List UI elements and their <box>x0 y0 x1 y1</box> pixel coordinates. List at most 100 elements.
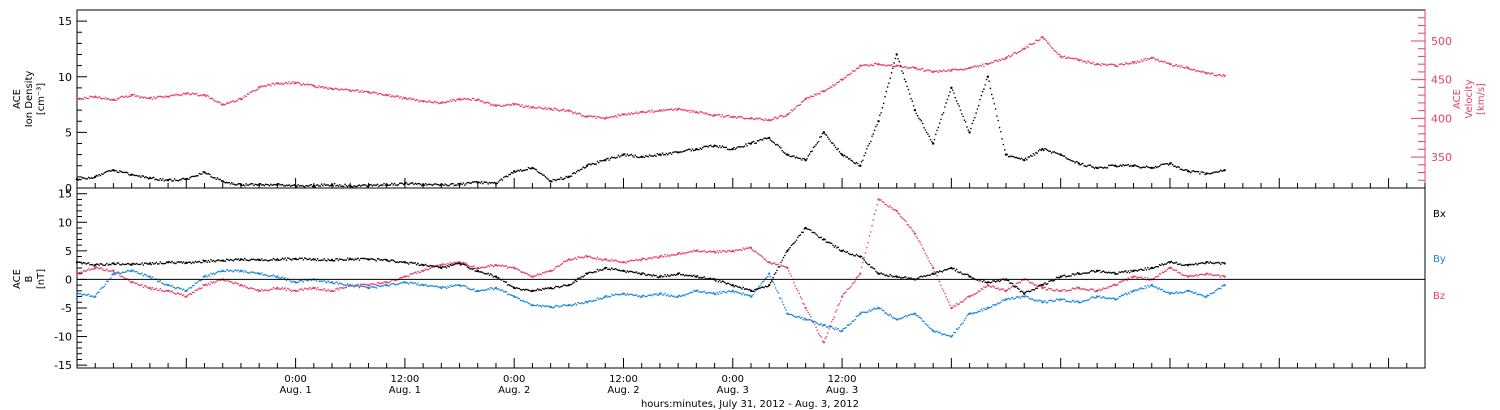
ion-density-point <box>595 163 597 165</box>
bx-point <box>1214 261 1217 264</box>
ion-density-point <box>312 184 316 187</box>
bx-point <box>1210 262 1213 264</box>
bx-point <box>678 272 681 274</box>
bx-point <box>456 262 458 265</box>
ion-density-point <box>527 166 530 169</box>
velocity-point <box>1080 59 1083 61</box>
bx-point <box>303 257 306 259</box>
by-point <box>354 285 357 287</box>
bx-point <box>368 258 371 261</box>
bz-point <box>197 288 199 291</box>
by-point <box>1101 296 1104 299</box>
by-point <box>1127 291 1130 294</box>
by-point <box>255 272 258 275</box>
ion-density-point <box>782 151 785 153</box>
by-point <box>567 303 571 307</box>
velocity-point <box>782 116 785 118</box>
ion-density-point <box>908 93 911 95</box>
ion-density-point <box>374 184 376 186</box>
bz-point <box>946 298 949 301</box>
x-tick-date: Aug. 3 <box>717 385 749 396</box>
ion-density-point <box>1106 166 1109 169</box>
ion-density-point <box>417 182 419 185</box>
ion-density-point <box>192 175 194 178</box>
bz-point <box>931 264 933 267</box>
bx-point <box>115 263 117 265</box>
bz-point <box>655 255 657 258</box>
ion-density-point <box>769 139 772 141</box>
by-point <box>517 297 519 299</box>
ion-density-point <box>834 146 837 149</box>
ion-density-point <box>431 184 434 187</box>
velocity-point <box>962 68 964 71</box>
velocity-point <box>575 113 578 115</box>
ion-density-point <box>1153 167 1156 169</box>
by-point <box>616 293 618 296</box>
ion-density-point <box>432 183 435 186</box>
ion-density-point <box>1014 156 1016 159</box>
bz-point <box>186 294 189 297</box>
ion-density-point <box>618 156 621 158</box>
bz-point <box>560 263 562 266</box>
bz-point <box>379 282 381 285</box>
ion-density-point <box>1052 151 1054 153</box>
ion-density-point <box>1087 164 1089 167</box>
bz-point <box>378 281 380 284</box>
velocity-point <box>901 66 903 68</box>
ion-density-point <box>876 123 879 126</box>
bx-point <box>1092 269 1095 272</box>
bz-point <box>430 266 432 269</box>
bz-point <box>231 281 233 284</box>
by-point <box>285 279 288 282</box>
by-point <box>940 332 942 335</box>
bx-point <box>635 271 638 273</box>
ion-density-point <box>895 53 898 56</box>
bx-point <box>1014 286 1016 288</box>
bx-point <box>1036 287 1039 290</box>
ion-density-point <box>1128 165 1131 168</box>
velocity-point <box>583 115 586 118</box>
ion-density-point <box>741 145 743 148</box>
bz-point <box>561 262 564 265</box>
ion-density-point <box>518 170 521 172</box>
bz-point <box>162 290 164 292</box>
bz-point <box>879 199 881 201</box>
by-point <box>614 293 617 295</box>
bz-point <box>168 289 171 292</box>
by-point <box>1179 291 1182 293</box>
by-point <box>367 286 370 290</box>
bz-point <box>609 260 612 263</box>
bx-point <box>866 262 868 264</box>
ion-density-point <box>1191 170 1193 172</box>
velocity-point <box>353 89 355 92</box>
bx-point <box>219 259 221 262</box>
ion-density-point <box>526 168 529 171</box>
velocity-point <box>630 112 633 114</box>
velocity-point <box>1071 57 1074 60</box>
bz-point <box>426 268 428 271</box>
ion-density-point <box>1057 152 1059 155</box>
by-point <box>1024 295 1027 297</box>
by-point <box>1091 296 1093 298</box>
velocity-point <box>709 114 712 116</box>
by-point <box>491 287 493 290</box>
ion-density-point <box>506 175 509 178</box>
ion-density-point <box>967 129 970 132</box>
ion-density-point <box>807 155 810 157</box>
by-point <box>763 280 765 282</box>
velocity-point <box>292 80 294 83</box>
ion-density-point <box>403 182 407 185</box>
bz-point <box>773 262 776 264</box>
bz-point <box>858 274 860 277</box>
velocity-point <box>527 105 530 107</box>
bx-point <box>306 258 309 261</box>
bx-point <box>1195 262 1197 265</box>
velocity-point <box>536 107 539 109</box>
velocity-point <box>352 89 354 91</box>
bz-point <box>1182 274 1184 276</box>
bx-point <box>652 274 655 276</box>
bx-point <box>791 243 794 245</box>
by-point <box>938 331 941 334</box>
ion-density-point <box>156 179 159 181</box>
velocity-point <box>1162 61 1165 63</box>
